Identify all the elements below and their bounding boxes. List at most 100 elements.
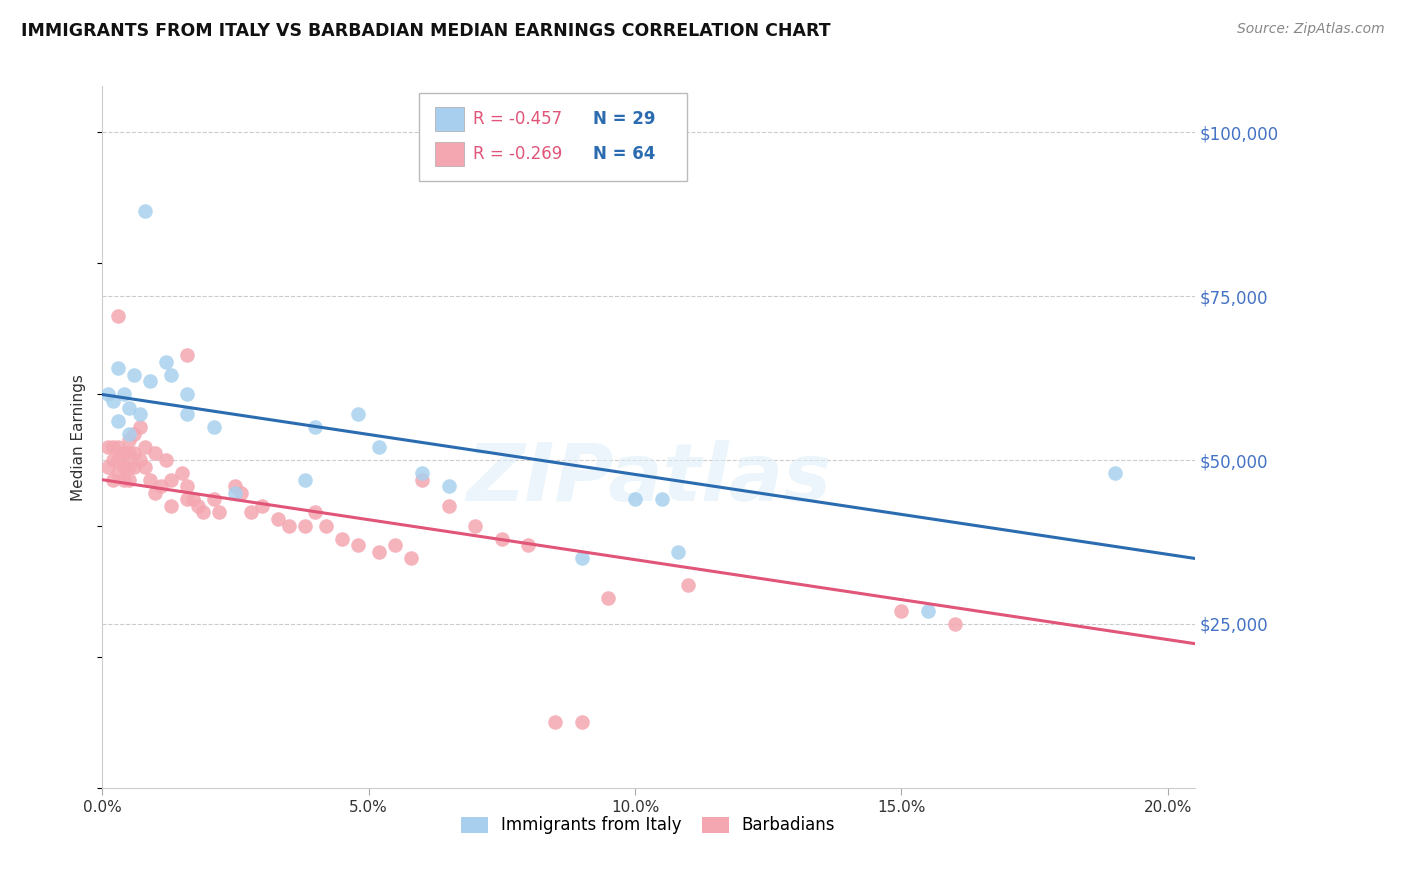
Point [277, 518, 299, 533]
Text: ZIPatlas: ZIPatlas [465, 440, 831, 518]
Point [368, 545, 391, 559]
Point [101, 453, 124, 467]
Point [107, 361, 129, 376]
Point [118, 473, 141, 487]
Text: N = 64: N = 64 [593, 145, 655, 163]
Point [172, 466, 194, 480]
Point [134, 203, 156, 218]
Point [202, 492, 225, 507]
Point [128, 407, 150, 421]
Point [118, 459, 141, 474]
Point [1104, 466, 1126, 480]
Y-axis label: Median Earnings: Median Earnings [72, 374, 86, 500]
Point [208, 506, 231, 520]
Point [240, 506, 263, 520]
Point [437, 499, 460, 513]
Point [304, 506, 326, 520]
Point [145, 446, 167, 460]
Point [624, 492, 647, 507]
Point [139, 473, 162, 487]
Point [122, 446, 145, 460]
Point [149, 479, 172, 493]
Point [411, 466, 433, 480]
Point [145, 485, 167, 500]
Point [315, 518, 337, 533]
Point [193, 506, 215, 520]
Legend: Immigrants from Italy, Barbadians: Immigrants from Italy, Barbadians [453, 808, 844, 843]
Point [101, 440, 124, 454]
Point [101, 394, 124, 409]
Point [267, 512, 290, 526]
Point [187, 499, 209, 513]
Point [107, 309, 129, 323]
Point [128, 420, 150, 434]
Point [155, 355, 177, 369]
FancyBboxPatch shape [436, 143, 464, 166]
Point [544, 715, 567, 730]
Point [128, 453, 150, 467]
Point [224, 479, 246, 493]
Text: Source: ZipAtlas.com: Source: ZipAtlas.com [1237, 22, 1385, 37]
Point [107, 414, 129, 428]
Point [107, 453, 129, 467]
Point [112, 473, 135, 487]
Point [122, 368, 145, 382]
Point [107, 440, 129, 454]
Point [368, 440, 391, 454]
Point [571, 715, 593, 730]
Point [294, 473, 316, 487]
Point [118, 434, 141, 448]
Point [112, 387, 135, 401]
Point [134, 459, 156, 474]
Point [181, 492, 204, 507]
Point [330, 532, 353, 546]
Text: R = -0.457: R = -0.457 [472, 111, 561, 128]
Point [224, 485, 246, 500]
Point [304, 420, 326, 434]
Point [112, 446, 135, 460]
Point [101, 473, 124, 487]
Text: IMMIGRANTS FROM ITALY VS BARBADIAN MEDIAN EARNINGS CORRELATION CHART: IMMIGRANTS FROM ITALY VS BARBADIAN MEDIA… [21, 22, 831, 40]
Point [160, 499, 183, 513]
Point [666, 545, 689, 559]
Point [517, 538, 540, 552]
Point [202, 420, 225, 434]
Point [411, 473, 433, 487]
Point [890, 604, 912, 618]
Point [155, 453, 177, 467]
Text: N = 29: N = 29 [593, 111, 655, 128]
Point [176, 407, 198, 421]
Point [917, 604, 939, 618]
Point [229, 485, 252, 500]
Point [943, 616, 966, 631]
Point [122, 459, 145, 474]
Point [160, 368, 183, 382]
Point [250, 499, 273, 513]
Point [160, 473, 183, 487]
Point [118, 401, 141, 415]
Point [96, 387, 118, 401]
Point [678, 577, 700, 591]
Text: R = -0.269: R = -0.269 [472, 145, 562, 163]
Point [598, 591, 620, 605]
Point [122, 426, 145, 441]
Point [347, 538, 370, 552]
Point [176, 348, 198, 362]
Point [134, 440, 156, 454]
Point [347, 407, 370, 421]
Point [112, 459, 135, 474]
Point [176, 492, 198, 507]
Point [464, 518, 486, 533]
Point [118, 426, 141, 441]
Point [176, 387, 198, 401]
FancyBboxPatch shape [436, 107, 464, 131]
Point [401, 551, 423, 566]
Point [118, 446, 141, 460]
Point [96, 459, 118, 474]
Point [437, 479, 460, 493]
Point [96, 440, 118, 454]
Point [294, 518, 316, 533]
Point [651, 492, 673, 507]
Point [491, 532, 513, 546]
Point [571, 551, 593, 566]
